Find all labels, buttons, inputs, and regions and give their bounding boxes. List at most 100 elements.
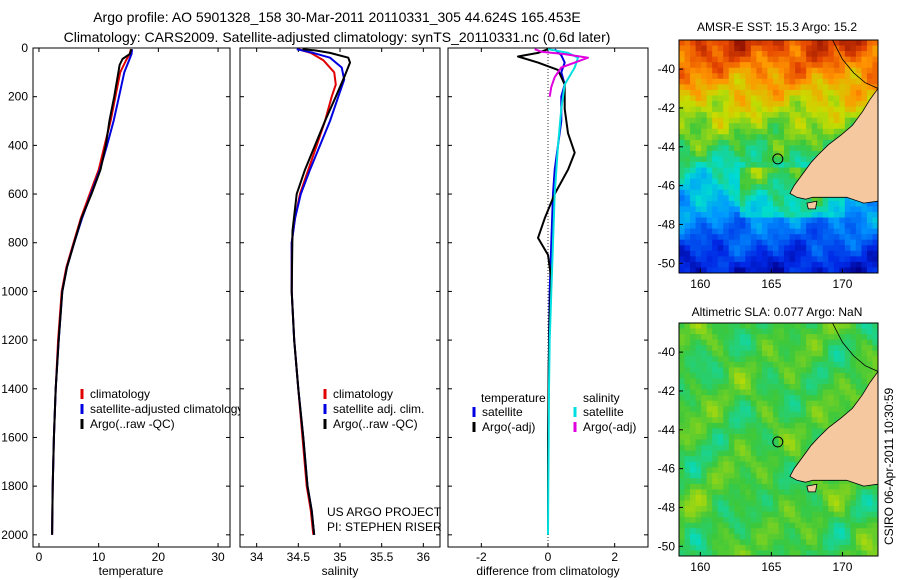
map-cell — [778, 367, 785, 374]
map-cell — [684, 450, 691, 457]
map-cell — [728, 95, 735, 102]
map-cell — [750, 239, 757, 246]
map-cell — [712, 106, 719, 113]
map-cell — [778, 106, 785, 113]
map-cell — [756, 350, 763, 357]
map-cell — [728, 106, 735, 113]
map-cell — [690, 239, 697, 246]
map-cell — [750, 439, 757, 446]
map-cell — [784, 106, 791, 113]
map-cell — [784, 45, 791, 52]
map-cell — [750, 134, 757, 141]
map-cell — [822, 511, 829, 518]
map-cell — [817, 395, 824, 402]
map-cell — [723, 162, 730, 169]
map-cell — [701, 56, 708, 63]
map-cell — [706, 134, 713, 141]
map-cell — [795, 150, 802, 157]
map-cell — [861, 489, 868, 496]
map-cell — [695, 139, 702, 146]
map-cell — [701, 489, 708, 496]
map-cell — [800, 378, 807, 385]
map-cell — [723, 200, 730, 207]
map-cell — [784, 400, 791, 407]
map-cell — [844, 483, 851, 490]
map-cell — [734, 439, 741, 446]
map-cell — [855, 62, 862, 69]
map-cell — [690, 406, 697, 413]
map-cell — [684, 261, 691, 268]
map-cell — [695, 223, 702, 230]
map-cell — [723, 445, 730, 452]
map-cell — [679, 223, 686, 230]
map-cell — [778, 511, 785, 518]
map-cell — [767, 350, 774, 357]
map-cell — [800, 345, 807, 352]
map-cell — [767, 261, 774, 268]
map-cell — [695, 511, 702, 518]
map-cell — [723, 461, 730, 468]
map-cell — [756, 406, 763, 413]
map-cell — [684, 389, 691, 396]
map-cell — [739, 95, 746, 102]
map-cell — [717, 411, 724, 418]
map-cell — [745, 533, 752, 540]
map-cell — [684, 211, 691, 219]
map-cell — [772, 406, 779, 413]
map-cell — [844, 245, 851, 252]
map-cell — [811, 217, 818, 224]
salinity-xtick-label: 35.5 — [370, 550, 394, 564]
map-cell — [728, 84, 735, 91]
map-cell — [784, 439, 791, 446]
map-cell — [828, 417, 835, 424]
map-cell — [739, 356, 746, 363]
map-cell — [701, 73, 708, 80]
map-cell — [695, 200, 702, 207]
map-cell — [679, 123, 686, 130]
map-cell — [728, 544, 735, 551]
map-cell — [701, 472, 708, 479]
map-cell — [839, 84, 846, 91]
map-cell — [695, 73, 702, 80]
map-cell — [789, 389, 796, 396]
map-cell — [822, 112, 829, 119]
map-cell — [839, 67, 846, 74]
map-cell — [695, 245, 702, 252]
map-cell — [806, 73, 813, 80]
map-cell — [811, 51, 818, 58]
map-cell — [784, 206, 791, 213]
map-cell — [728, 89, 735, 96]
map-cell — [839, 62, 846, 69]
map-cell — [778, 472, 785, 479]
map-cell — [712, 123, 719, 130]
map-cell — [767, 239, 774, 246]
map-cell — [855, 483, 862, 490]
map-cell — [717, 56, 724, 63]
map-cell — [806, 367, 813, 374]
map-cell — [784, 261, 791, 268]
map-cell — [778, 323, 785, 330]
map-cell — [784, 539, 791, 546]
map-cell — [701, 145, 708, 152]
map-cell — [817, 84, 824, 91]
map-cell — [806, 117, 813, 124]
map-cell — [739, 494, 746, 502]
map-cell — [855, 378, 862, 385]
map-cell — [789, 433, 796, 440]
map-cell — [706, 411, 713, 418]
map-cell — [817, 334, 824, 341]
map-cell — [784, 522, 791, 529]
float-marker — [772, 153, 784, 165]
map-cell — [750, 511, 757, 518]
map-cell — [706, 89, 713, 96]
map-cell — [800, 162, 807, 169]
map-cell — [811, 106, 818, 113]
map-cell — [723, 250, 730, 257]
map-cell — [772, 544, 779, 551]
map-cell — [784, 250, 791, 257]
map-cell — [739, 361, 746, 368]
map-cell — [745, 139, 752, 146]
map-cell — [750, 539, 757, 546]
map-cell — [739, 367, 746, 374]
map-cell — [767, 184, 774, 191]
